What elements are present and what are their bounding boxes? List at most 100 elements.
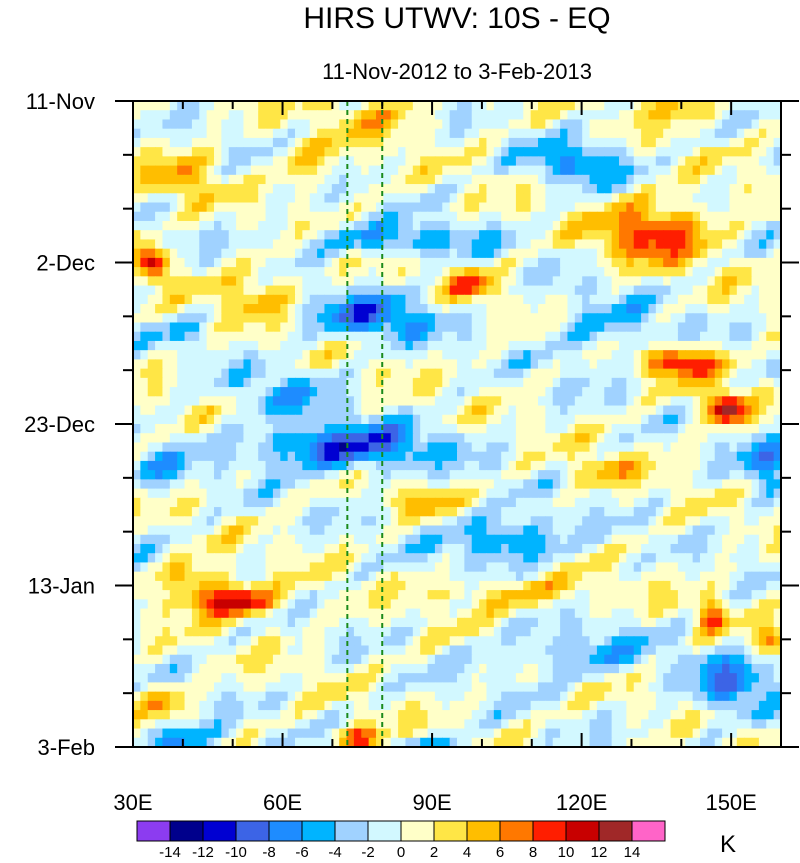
heatmap-cell xyxy=(169,193,178,204)
heatmap-cell xyxy=(398,340,407,351)
heatmap-cell xyxy=(434,442,443,453)
heatmap-cell xyxy=(700,331,708,342)
heatmap-cell xyxy=(619,442,627,453)
heatmap-cell xyxy=(346,128,355,139)
heatmap-cell xyxy=(641,405,650,416)
heatmap-cell xyxy=(479,562,488,573)
heatmap-cell xyxy=(317,350,326,360)
heatmap-cell xyxy=(729,331,738,342)
heatmap-cell xyxy=(434,516,443,527)
heatmap-cell xyxy=(641,424,650,434)
heatmap-cell xyxy=(685,507,694,517)
heatmap-cell xyxy=(442,340,451,351)
heatmap-cell xyxy=(464,516,473,527)
heatmap-cell xyxy=(515,525,524,536)
heatmap-cell xyxy=(398,202,407,213)
heatmap-cell xyxy=(685,313,694,324)
heatmap-cell xyxy=(560,396,569,407)
heatmap-cell xyxy=(744,516,753,527)
heatmap-cell xyxy=(619,340,627,351)
heatmap-cell xyxy=(545,396,554,407)
heatmap-cell xyxy=(272,165,281,176)
heatmap-cell xyxy=(538,516,546,527)
heatmap-cell xyxy=(236,617,245,628)
heatmap-cell xyxy=(214,617,222,628)
heatmap-cell xyxy=(515,617,524,628)
heatmap-cell xyxy=(493,451,502,462)
heatmap-cell xyxy=(361,304,370,314)
heatmap-cell xyxy=(405,230,414,241)
heatmap-cell xyxy=(582,590,591,600)
heatmap-cell xyxy=(398,516,407,527)
heatmap-cell xyxy=(479,239,488,250)
heatmap-cell xyxy=(236,202,245,213)
heatmap-cell xyxy=(515,414,524,425)
heatmap-cell xyxy=(317,553,326,564)
heatmap-cell xyxy=(611,488,620,499)
heatmap-cell xyxy=(309,267,318,277)
heatmap-cell xyxy=(287,220,296,231)
heatmap-cell xyxy=(589,322,598,333)
heatmap-cell xyxy=(574,497,583,508)
heatmap-cell xyxy=(648,331,657,342)
heatmap-cell xyxy=(169,442,178,453)
heatmap-cell xyxy=(383,396,392,407)
heatmap-cell xyxy=(434,553,443,564)
heatmap-cell xyxy=(368,211,377,222)
heatmap-cell xyxy=(574,276,583,287)
heatmap-cell xyxy=(736,599,745,610)
heatmap-cell xyxy=(324,119,333,130)
heatmap-cell xyxy=(427,414,436,425)
heatmap-cell xyxy=(309,147,318,157)
heatmap-cell xyxy=(685,137,694,148)
heatmap-cell xyxy=(751,608,760,619)
heatmap-cell xyxy=(191,156,200,167)
heatmap-cell xyxy=(766,110,775,121)
heatmap-cell xyxy=(265,580,274,591)
heatmap-cell xyxy=(250,119,259,130)
heatmap-cell xyxy=(405,340,414,351)
heatmap-cell xyxy=(464,285,473,296)
heatmap-cell xyxy=(442,174,451,185)
heatmap-cell xyxy=(449,516,458,527)
heatmap-cell xyxy=(390,571,399,582)
heatmap-cell xyxy=(722,359,731,370)
heatmap-cell xyxy=(324,599,333,610)
heatmap-cell xyxy=(648,184,657,194)
heatmap-cell xyxy=(243,562,252,573)
heatmap-cell xyxy=(692,590,701,600)
heatmap-cell xyxy=(221,110,230,121)
heatmap-cell xyxy=(155,220,164,231)
heatmap-cell xyxy=(464,220,473,231)
heatmap-cell xyxy=(692,211,701,222)
heatmap-cell xyxy=(449,101,458,111)
heatmap-cell xyxy=(368,534,377,545)
heatmap-cell xyxy=(457,230,465,241)
heatmap-cell xyxy=(309,414,318,425)
heatmap-cell xyxy=(501,184,510,194)
heatmap-cell xyxy=(538,239,546,250)
heatmap-cell xyxy=(140,119,149,130)
heatmap-cell xyxy=(633,174,642,185)
heatmap-cell xyxy=(751,368,760,379)
heatmap-cell xyxy=(464,340,473,351)
heatmap-cell xyxy=(663,285,672,296)
heatmap-cell xyxy=(582,202,591,213)
heatmap-cell xyxy=(177,285,186,296)
heatmap-cell xyxy=(353,507,362,517)
heatmap-cell xyxy=(515,101,524,111)
heatmap-cell xyxy=(169,414,178,425)
heatmap-cell xyxy=(162,276,171,287)
heatmap-cell xyxy=(619,497,627,508)
heatmap-cell xyxy=(692,276,701,287)
heatmap-cell xyxy=(655,359,664,370)
heatmap-cell xyxy=(700,368,708,379)
heatmap-cell xyxy=(302,590,311,600)
heatmap-cell xyxy=(398,470,407,480)
heatmap-cell xyxy=(574,304,583,314)
heatmap-cell xyxy=(515,377,524,388)
heatmap-cell xyxy=(714,424,723,434)
heatmap-cell xyxy=(346,377,355,388)
heatmap-cell xyxy=(206,174,215,185)
heatmap-cell xyxy=(574,451,583,462)
